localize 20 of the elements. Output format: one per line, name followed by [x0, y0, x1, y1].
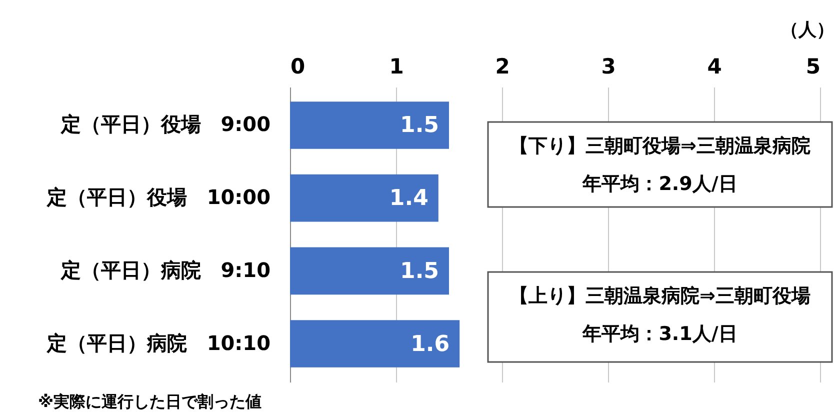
x-tick-label: 5 [806, 54, 820, 78]
x-tick-label: 2 [495, 54, 510, 78]
annotation: 年平均：2.9人/日 [582, 173, 738, 195]
annotation: 年平均：3.1人/日 [582, 323, 738, 345]
y-tick-label: 定（平日）役場 10:00 [46, 185, 270, 210]
data-label: 1.6 [410, 332, 450, 357]
x-tick-label: 0 [290, 54, 306, 78]
y-tick-label: 定（平日）役場 9:00 [60, 112, 270, 136]
x-axis-title: （人） [780, 20, 834, 40]
y-tick-label: 定（平日）病院 9:10 [60, 258, 270, 282]
annotation: 【下り】三朝町役場⇒三朝温泉病院 [510, 135, 810, 157]
annotation: 【上り】三朝温泉病院⇒三朝町役場 [510, 285, 810, 307]
data-label: 1.5 [400, 258, 439, 284]
data-label: 1.5 [400, 113, 439, 138]
y-tick-label: 定（平日）病院 10:10 [46, 330, 270, 355]
x-tick-label: 4 [707, 54, 722, 78]
x-tick-label: 1 [389, 54, 404, 78]
x-tick-label: 3 [601, 54, 616, 78]
text: ※実際に運行した日で割った値 [38, 392, 262, 411]
data-label: 1.4 [389, 186, 428, 212]
